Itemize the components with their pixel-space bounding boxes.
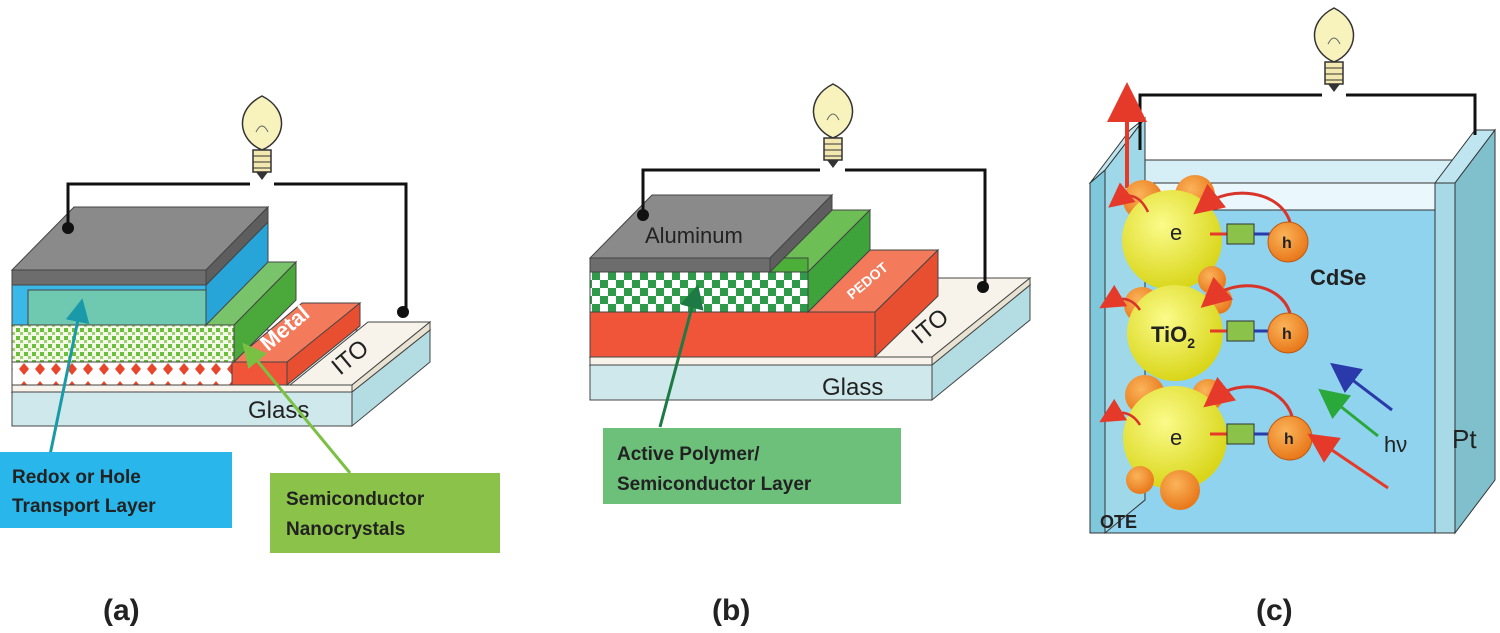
- inject-arrow-top: [1108, 182, 1150, 213]
- callout-nano-line1: Semiconductor: [286, 489, 425, 510]
- inject-arrow-mid: [1099, 284, 1142, 311]
- h-label-mid: h: [1282, 326, 1292, 343]
- panel-c: e e h h h TiO2 CdSe hν Pt OTE (c): [1088, 7, 1497, 627]
- tio2-label: TiO2: [1151, 322, 1195, 351]
- callout-redox-line1: Redox or Hole: [12, 467, 141, 488]
- circuit-wire-b: [637, 168, 989, 293]
- circuit-wire-c: [1138, 93, 1477, 150]
- h-label-top: h: [1282, 235, 1292, 252]
- callout-active-line1: Active Polymer/: [617, 444, 760, 465]
- linker-top: [1210, 221, 1309, 263]
- callout-active-layer: Active Polymer/ Semiconductor Layer: [603, 428, 901, 504]
- inject-arrow-bot: [1099, 398, 1142, 426]
- gray-electrode-a: [10, 205, 270, 287]
- light-bulb-icon-a: [241, 95, 283, 180]
- aluminum-layer-b: [588, 193, 834, 274]
- tio2-main: TiO: [1151, 322, 1187, 347]
- pt-electrode: [1433, 128, 1497, 535]
- pedot-layer-b: [589, 248, 940, 359]
- active-layer-b: [589, 271, 809, 313]
- e-label-bot: e: [1170, 425, 1182, 450]
- callout-nano-line2: Nanocrystals: [286, 519, 405, 540]
- glass-label-b: Glass: [822, 374, 883, 401]
- caption-c: (c): [1256, 594, 1293, 627]
- callout-active-line2: Semiconductor Layer: [617, 474, 812, 495]
- aluminum-label: Aluminum: [645, 223, 743, 248]
- nano-pointer: [242, 342, 352, 474]
- ito-layer-a: [11, 320, 432, 394]
- caption-b: (b): [712, 594, 750, 627]
- light-arrow-green: [1318, 388, 1379, 438]
- h-label-bot: h: [1284, 431, 1294, 448]
- e-label-top: e: [1170, 220, 1182, 245]
- hv-label: hν: [1384, 432, 1407, 457]
- cdse-label: CdSe: [1310, 265, 1366, 290]
- active-pointer: [658, 284, 704, 428]
- light-bulb-icon-c: [1313, 7, 1355, 92]
- callout-redox-line2: Transport Layer: [12, 496, 156, 517]
- circuit-wire-a: [62, 182, 409, 318]
- ote-label: OTE: [1100, 512, 1137, 532]
- transfer-arrow-top: [1193, 183, 1292, 223]
- panel-b: Aluminum PEDOT ITO Glass Active Polymer/…: [588, 83, 1032, 627]
- tio2-subscript: 2: [1187, 335, 1195, 351]
- pt-label: Pt: [1452, 424, 1477, 454]
- transfer-arrow-mid: [1200, 276, 1292, 314]
- transfer-arrow-bot: [1203, 376, 1294, 417]
- linker-bot: [1210, 415, 1313, 461]
- callout-redox: Redox or Hole Transport Layer: [0, 452, 232, 528]
- light-arrow-red: [1307, 433, 1389, 490]
- caption-a: (a): [103, 594, 140, 627]
- panel-a: Metal ITO Glass Redox or Hole Transport …: [0, 95, 500, 627]
- callout-nanocrystals: Semiconductor Nanocrystals: [270, 473, 500, 553]
- linker-mid: [1210, 312, 1309, 354]
- redox-layer-a: [11, 220, 269, 327]
- light-arrow-blue: [1330, 362, 1393, 412]
- redox-pointer: [48, 298, 90, 456]
- light-bulb-icon-b: [812, 83, 854, 168]
